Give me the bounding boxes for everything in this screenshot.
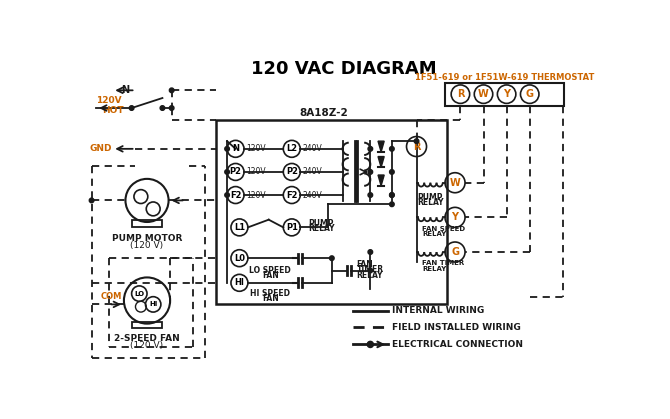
Circle shape [170,106,174,110]
Circle shape [368,268,373,273]
Bar [131,220,162,227]
Polygon shape [378,175,384,186]
Circle shape [389,170,394,174]
Text: P2: P2 [286,168,297,176]
Bar [131,322,162,328]
Text: N: N [121,85,129,95]
Text: RELAY: RELAY [417,198,444,207]
Circle shape [414,139,419,143]
Circle shape [389,147,394,151]
Text: (120 V): (120 V) [131,241,163,250]
Text: 120V: 120V [247,144,266,153]
Text: G: G [526,89,534,99]
Text: PUMP MOTOR: PUMP MOTOR [112,233,182,243]
Text: RELAY: RELAY [356,271,383,279]
Circle shape [225,193,229,197]
Text: PUMP: PUMP [417,193,443,202]
Circle shape [368,170,373,174]
Text: F2: F2 [286,191,297,199]
Text: L1: L1 [234,223,245,232]
Text: 8A18Z-2: 8A18Z-2 [299,109,348,119]
Text: FAN: FAN [262,271,279,280]
Circle shape [389,193,394,197]
Circle shape [160,106,165,110]
Polygon shape [378,157,384,167]
Circle shape [389,193,394,197]
Text: FAN: FAN [262,295,279,303]
Text: (120 V): (120 V) [131,341,163,350]
Text: FAN SPEED: FAN SPEED [422,226,465,232]
Text: GND: GND [89,144,112,153]
Text: INTERNAL WIRING: INTERNAL WIRING [392,306,484,315]
Text: 1F51-619 or 1F51W-619 THERMOSTAT: 1F51-619 or 1F51W-619 THERMOSTAT [415,73,595,82]
Text: ELECTRICAL CONNECTION: ELECTRICAL CONNECTION [392,340,523,349]
Text: HI: HI [149,301,157,308]
Circle shape [330,256,334,261]
Text: 120 VAC DIAGRAM: 120 VAC DIAGRAM [251,59,436,78]
Text: 120V: 120V [247,168,266,176]
Text: R: R [457,89,464,99]
Circle shape [89,198,94,203]
Text: LO: LO [134,291,145,297]
Circle shape [367,341,373,347]
Text: L0: L0 [234,253,245,263]
Text: HOT: HOT [103,106,124,115]
Circle shape [368,147,373,151]
Text: Y: Y [503,89,510,99]
Text: FAN: FAN [356,260,373,269]
Text: R: R [413,142,420,152]
Text: FAN TIMER: FAN TIMER [422,261,464,266]
Text: P1: P1 [286,223,297,232]
Text: Y: Y [452,212,458,222]
Text: F2: F2 [230,191,241,199]
Text: P2: P2 [230,168,242,176]
Text: 2-SPEED FAN: 2-SPEED FAN [114,334,180,343]
Text: COM: COM [101,292,123,301]
Text: RELAY: RELAY [309,225,335,233]
Polygon shape [378,141,384,152]
Bar [216,119,448,304]
Text: LO SPEED: LO SPEED [249,266,291,275]
Circle shape [225,147,229,151]
Text: 240V: 240V [303,144,322,153]
Text: N: N [232,144,239,153]
Text: 120V: 120V [247,191,266,199]
Text: L2: L2 [286,144,297,153]
Text: 240V: 240V [303,168,322,176]
Text: 120V: 120V [96,96,122,105]
Text: RELAY: RELAY [422,231,446,237]
Circle shape [368,193,373,197]
Circle shape [170,88,174,93]
Circle shape [389,202,394,207]
Text: HI: HI [234,278,245,287]
Circle shape [129,106,134,110]
Circle shape [368,250,373,254]
Text: FIELD INSTALLED WIRING: FIELD INSTALLED WIRING [392,323,521,332]
Text: W: W [450,178,460,188]
Text: TIMER: TIMER [356,265,384,274]
Text: W: W [478,89,489,99]
Circle shape [225,170,229,174]
Text: 240V: 240V [303,191,322,199]
Text: G: G [451,247,459,257]
Text: PUMP: PUMP [309,219,334,228]
Text: RELAY: RELAY [422,266,446,272]
Bar [445,83,564,106]
Text: HI SPEED: HI SPEED [250,289,290,298]
